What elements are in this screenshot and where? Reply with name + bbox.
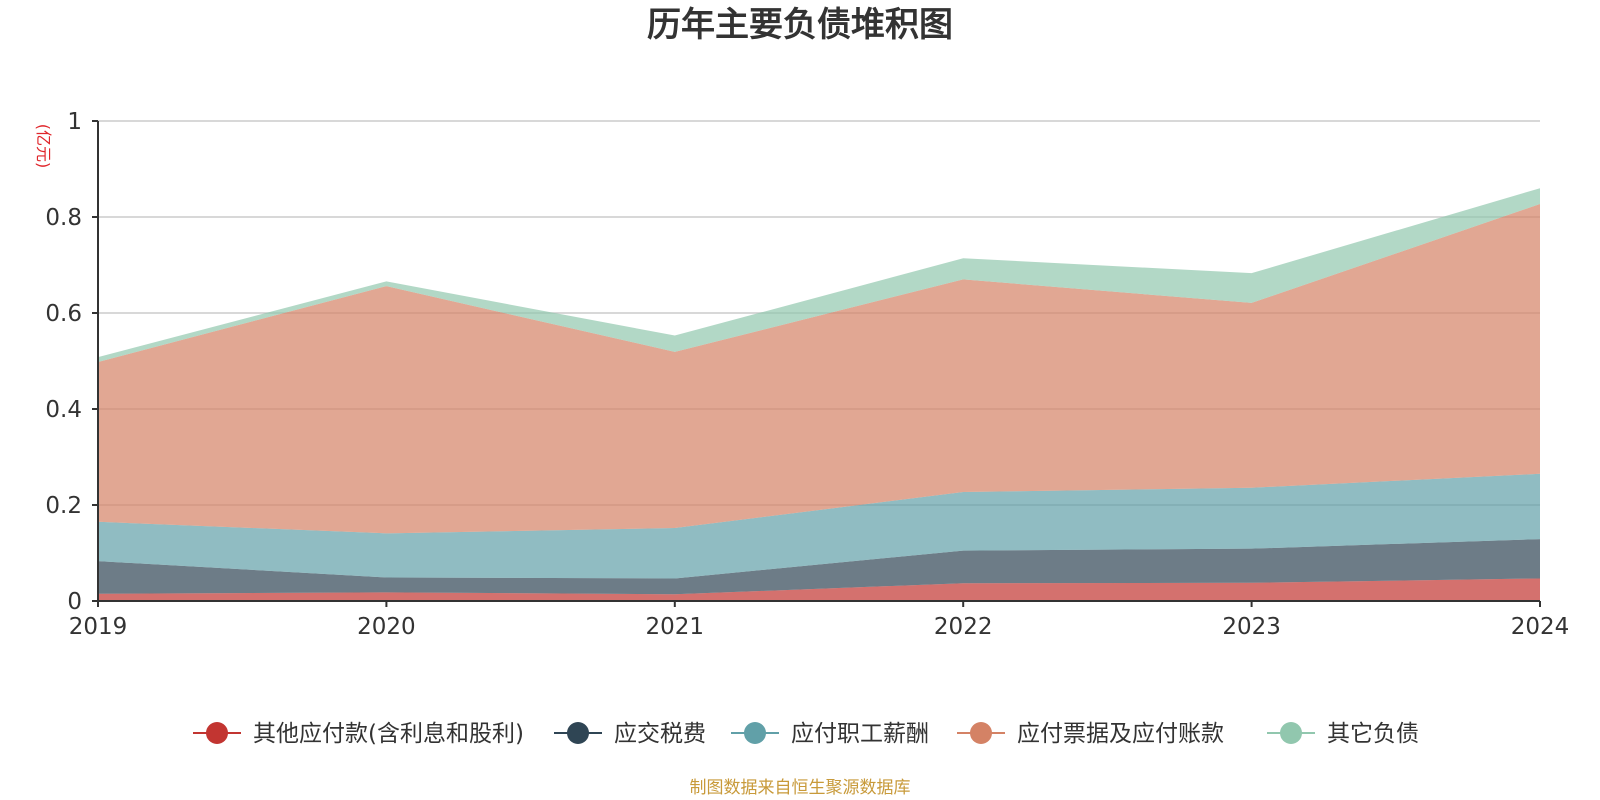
x-tick-label: 2024 xyxy=(1511,614,1570,640)
legend-item[interactable]: 其他应付款(含利息和股利) xyxy=(193,721,524,747)
y-unit-label: (亿元) xyxy=(34,124,53,169)
legend-item[interactable]: 其它负债 xyxy=(1267,721,1419,747)
x-tick-label: 2022 xyxy=(934,614,993,640)
source-note: 制图数据来自恒生聚源数据库 xyxy=(690,778,911,798)
legend-marker xyxy=(206,722,228,744)
y-tick-label: 0 xyxy=(67,589,82,615)
legend-marker xyxy=(744,722,766,744)
chart-title: 历年主要负债堆积图 xyxy=(647,5,953,45)
x-tick-label: 2019 xyxy=(69,614,128,640)
area-series-3 xyxy=(98,204,1540,534)
x-tick-label: 2020 xyxy=(357,614,416,640)
legend-item[interactable]: 应交税费 xyxy=(554,721,706,747)
legend-label: 应付票据及应付账款 xyxy=(1017,721,1224,747)
axes: 0 0.2 0.4 0.6 0.8 1 2019 2020 2021 2022 2023 2024 xyxy=(45,109,1569,640)
y-tick-label: 0.8 xyxy=(45,205,82,231)
y-tick-label: 0.4 xyxy=(45,397,82,423)
legend-marker xyxy=(970,722,992,744)
legend-label: 其它负债 xyxy=(1327,721,1419,747)
legend-label: 应交税费 xyxy=(614,721,706,747)
y-tick-label: 0.2 xyxy=(45,493,82,519)
area-series-1 xyxy=(98,539,1540,595)
legend-item[interactable]: 应付职工薪酬 xyxy=(731,721,929,747)
area-series-2 xyxy=(98,473,1540,579)
legend-item[interactable]: 应付票据及应付账款 xyxy=(957,721,1224,747)
legend-label: 应付职工薪酬 xyxy=(791,721,929,747)
legend-marker xyxy=(567,722,589,744)
x-tick-label: 2023 xyxy=(1222,614,1281,640)
area-series-0 xyxy=(98,578,1540,601)
area-series-4 xyxy=(98,188,1540,362)
area-series xyxy=(98,188,1540,601)
legend-label: 其他应付款(含利息和股利) xyxy=(253,721,524,747)
y-tick-label: 0.6 xyxy=(45,301,82,327)
x-tick-label: 2021 xyxy=(646,614,705,640)
legend[interactable]: 其他应付款(含利息和股利) 应交税费 应付职工薪酬 应付票据及应付账款 其它负债 xyxy=(193,721,1419,747)
legend-marker xyxy=(1280,722,1302,744)
y-tick-label: 1 xyxy=(67,109,82,135)
